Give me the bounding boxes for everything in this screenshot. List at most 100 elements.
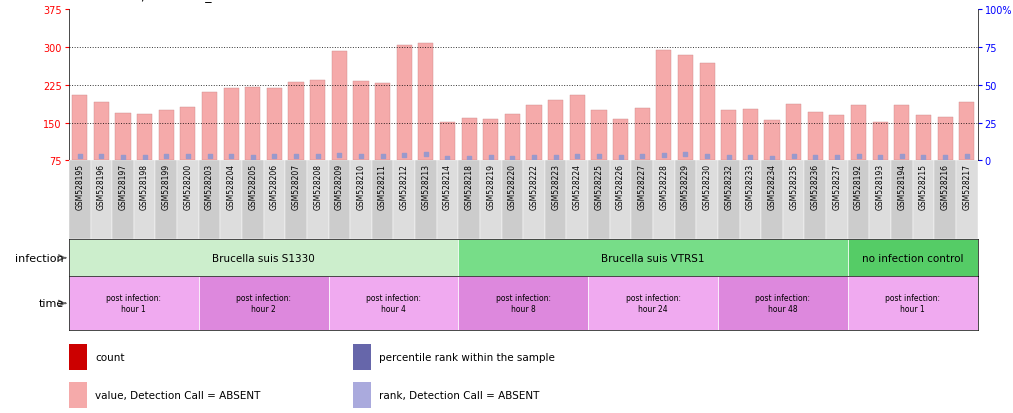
Bar — [959, 102, 975, 161]
Point — [158, 154, 174, 160]
Bar — [418, 44, 434, 161]
Bar — [180, 107, 196, 161]
Text: no infection control: no infection control — [862, 253, 963, 263]
Bar — [307, 161, 328, 240]
Bar — [656, 50, 672, 161]
Point — [937, 155, 953, 161]
Text: GSM528195: GSM528195 — [75, 164, 84, 209]
Point — [461, 155, 477, 162]
Bar — [675, 161, 696, 240]
Point — [331, 153, 347, 159]
Point — [678, 152, 694, 158]
Point — [72, 153, 88, 160]
Bar — [263, 161, 286, 240]
Text: GSM528230: GSM528230 — [703, 164, 711, 209]
Point — [743, 155, 759, 161]
Bar — [718, 277, 848, 330]
Point — [288, 154, 304, 160]
Bar — [159, 111, 174, 161]
Bar — [397, 45, 412, 161]
Bar — [69, 344, 87, 370]
Bar — [328, 277, 458, 330]
Point — [245, 154, 261, 161]
Bar — [353, 344, 371, 370]
Text: GSM528222: GSM528222 — [530, 164, 539, 209]
Bar — [69, 382, 87, 408]
Bar — [177, 161, 199, 240]
Text: post infection:
hour 48: post infection: hour 48 — [756, 294, 810, 313]
Text: GSM528193: GSM528193 — [875, 164, 884, 209]
Bar — [545, 161, 566, 240]
Text: post infection:
hour 1: post infection: hour 1 — [106, 294, 161, 313]
Point — [375, 154, 391, 160]
Bar — [458, 240, 848, 277]
Text: GSM528233: GSM528233 — [746, 164, 755, 209]
Bar — [289, 83, 304, 161]
Text: GSM528225: GSM528225 — [595, 164, 604, 209]
Bar — [331, 52, 346, 161]
Text: GSM528234: GSM528234 — [768, 164, 777, 209]
Bar — [350, 161, 372, 240]
Text: GSM528194: GSM528194 — [898, 164, 907, 209]
Bar — [894, 106, 910, 161]
Bar — [354, 82, 369, 161]
Bar — [848, 277, 978, 330]
Bar — [245, 88, 260, 161]
Point — [440, 155, 456, 162]
Point — [266, 154, 283, 160]
Bar — [566, 161, 589, 240]
Bar — [592, 111, 607, 161]
Bar — [199, 277, 328, 330]
Point — [114, 154, 131, 161]
Bar — [891, 161, 913, 240]
Text: GSM528216: GSM528216 — [941, 164, 949, 209]
Text: post infection:
hour 2: post infection: hour 2 — [236, 294, 291, 313]
Bar — [202, 93, 217, 161]
Bar — [783, 161, 804, 240]
Bar — [437, 161, 458, 240]
Bar — [589, 161, 610, 240]
Bar — [266, 89, 282, 161]
Bar — [393, 161, 415, 240]
Bar — [610, 161, 631, 240]
Text: GSM528204: GSM528204 — [227, 164, 236, 209]
Bar — [739, 161, 761, 240]
Bar — [848, 240, 978, 277]
Text: GDS4432 / 1431242_at: GDS4432 / 1431242_at — [79, 0, 224, 2]
Bar — [934, 161, 956, 240]
Bar — [353, 382, 371, 408]
Point — [310, 154, 326, 160]
Text: count: count — [95, 352, 125, 362]
Bar — [804, 161, 827, 240]
Point — [958, 154, 975, 160]
Bar — [310, 81, 325, 161]
Bar — [913, 161, 934, 240]
Bar — [69, 161, 90, 240]
Text: GSM528197: GSM528197 — [119, 164, 128, 209]
Point — [223, 154, 239, 160]
Bar — [72, 96, 87, 161]
Bar — [830, 116, 845, 161]
Point — [202, 154, 218, 160]
Text: post infection:
hour 4: post infection: hour 4 — [366, 294, 421, 313]
Text: GSM528229: GSM528229 — [681, 164, 690, 209]
Text: post infection:
hour 24: post infection: hour 24 — [625, 294, 681, 313]
Bar — [90, 161, 112, 240]
Bar — [872, 122, 887, 161]
Bar — [634, 108, 649, 161]
Point — [526, 155, 542, 161]
Text: GSM528206: GSM528206 — [269, 164, 279, 209]
Text: GSM528220: GSM528220 — [508, 164, 517, 209]
Bar — [721, 111, 736, 161]
Bar — [937, 117, 952, 161]
Point — [851, 154, 867, 160]
Point — [417, 152, 434, 158]
Text: GSM528205: GSM528205 — [248, 164, 257, 209]
Text: GSM528198: GSM528198 — [140, 164, 149, 209]
Text: GSM528224: GSM528224 — [572, 164, 581, 209]
Bar — [653, 161, 675, 240]
Text: time: time — [38, 299, 64, 309]
Bar — [458, 161, 480, 240]
Point — [634, 154, 650, 160]
Bar — [700, 64, 715, 161]
